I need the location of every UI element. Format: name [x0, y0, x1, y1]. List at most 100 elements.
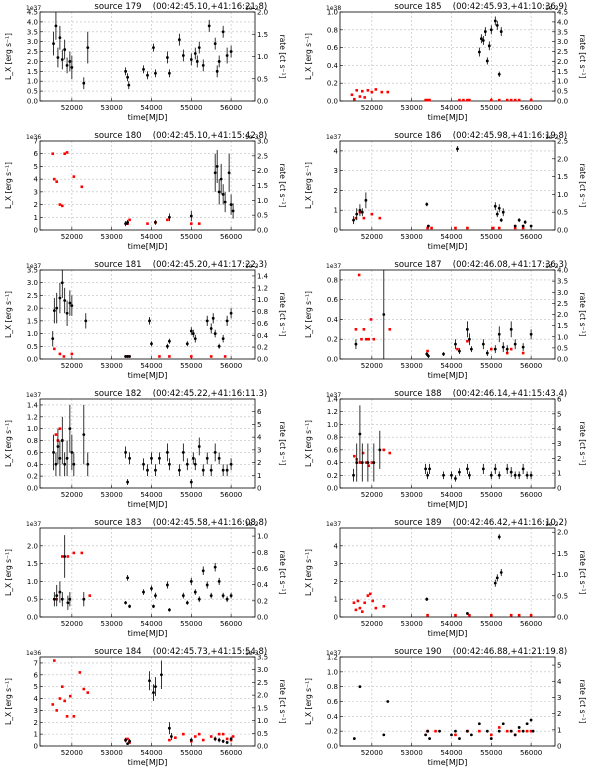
panel-coordinates: (00:42:46.88,+41:21:19.8)	[453, 647, 567, 657]
right-tick-label: 0.6	[257, 565, 269, 573]
detection-point	[372, 461, 376, 464]
detection-point	[126, 576, 129, 580]
upper-limit-point	[454, 733, 457, 737]
y-tick-label: 3	[34, 188, 38, 196]
y-tick-label: 1.0	[27, 330, 38, 338]
right-tick-label: 2.0	[257, 167, 268, 175]
y-tick-label: 2	[334, 578, 338, 586]
upper-limit-point	[182, 732, 185, 736]
detection-point	[152, 691, 155, 694]
detection-point	[426, 473, 429, 477]
x-tick-label: 54000	[440, 620, 462, 628]
detection-point	[493, 204, 497, 208]
right-tick-label: 0.0	[557, 356, 568, 364]
upper-limit-point	[529, 613, 533, 617]
detection-point	[489, 28, 493, 32]
upper-limit-point	[489, 347, 493, 351]
right-tick-label: 4	[557, 678, 562, 686]
upper-limit-point	[364, 337, 368, 341]
detection-point	[213, 565, 217, 569]
detection-point	[166, 451, 169, 454]
x-tick-label: 53000	[401, 233, 423, 241]
right-tick-label: 0.4	[257, 332, 269, 340]
detection-point	[495, 576, 499, 580]
upper-limit-point	[128, 218, 131, 222]
x-tick-label: 52000	[361, 749, 383, 757]
y-tick-label: 0.4	[327, 62, 339, 70]
detection-point	[213, 332, 217, 335]
y-tick-label: 1	[334, 596, 338, 604]
right-tick-label: 4.0	[557, 18, 568, 26]
detection-point	[169, 735, 173, 738]
right-tick-label: 4	[257, 434, 262, 442]
panel-coordinates: (00:42:46.08,+41:17:36.3)	[453, 260, 567, 270]
y-tick-label: 0.2	[327, 472, 338, 480]
detection-point	[54, 24, 58, 28]
detection-point	[489, 737, 493, 740]
panel-coordinates: (00:42:45.58,+41:16:08.8)	[153, 518, 267, 528]
right-axis-label: rate [ct s⁻¹]	[278, 293, 287, 337]
left-axis-exponent: 1e37	[326, 134, 341, 141]
detection-point	[193, 462, 197, 466]
light-curve-panel: source 186 (00:42:45.98,+41:16:19.8) 1e37 1…	[304, 131, 587, 251]
upper-limit-point	[366, 594, 370, 597]
detection-point	[386, 700, 390, 703]
upper-limit-point	[58, 427, 62, 430]
light-curve-panel: source 179 (00:42:45.10,+41:16:21.8) 1e37 1…	[4, 2, 287, 122]
detection-point	[126, 480, 129, 484]
x-tick-label: 55000	[480, 233, 502, 241]
detection-point	[355, 461, 359, 464]
upper-limit-point	[78, 671, 82, 674]
right-tick-label: 0.0	[257, 356, 268, 364]
detection-point	[152, 604, 155, 608]
upper-limit-point	[60, 204, 64, 208]
detection-point	[495, 212, 499, 216]
upper-limit-point	[60, 685, 64, 688]
detection-point	[225, 597, 229, 601]
x-tick-label: 55000	[480, 104, 502, 112]
detection-point	[193, 590, 197, 594]
right-axis-label: rate [ct s⁻¹]	[278, 164, 287, 208]
upper-limit-point	[370, 212, 374, 216]
x-tick-label: 56000	[520, 749, 542, 757]
detection-point	[221, 30, 225, 34]
detection-point	[517, 218, 521, 222]
detection-point	[501, 345, 505, 349]
right-tick-label: 0	[557, 743, 561, 751]
detection-point	[497, 206, 501, 210]
upper-limit-point	[51, 152, 55, 156]
upper-limit-point	[357, 273, 361, 277]
detection-point	[509, 729, 513, 733]
detection-point	[185, 462, 189, 466]
y-tick-label: 3	[34, 707, 38, 715]
detection-point	[124, 451, 128, 454]
right-tick-label: 1.0	[557, 78, 568, 86]
upper-limit-point	[360, 337, 363, 341]
upper-limit-point	[430, 226, 433, 230]
detection-point	[521, 467, 525, 471]
x-axis-label: time[MJD]	[428, 242, 468, 251]
detection-point	[450, 473, 453, 477]
panel-title: source 190	[394, 647, 441, 657]
x-tick-label: 53000	[101, 749, 123, 757]
right-tick-label: 5	[257, 421, 261, 429]
panel-title: source 187	[394, 260, 441, 270]
right-tick-label: 0.0	[257, 98, 268, 106]
detection-point	[499, 571, 503, 574]
detection-point	[126, 75, 129, 79]
right-tick-label: 2.0	[557, 155, 568, 163]
upper-limit-point	[126, 737, 129, 741]
y-tick-label: 7	[34, 659, 38, 667]
detection-point	[352, 218, 355, 222]
detection-point	[142, 590, 145, 594]
right-tick-label: 1.5	[557, 173, 568, 181]
x-tick-label: 54000	[140, 233, 162, 241]
upper-limit-point	[360, 89, 364, 93]
detection-point	[126, 742, 129, 746]
upper-limit-point	[70, 352, 74, 356]
plot-frame	[39, 656, 256, 747]
upper-limit-point	[53, 177, 56, 181]
y-tick-label: 1	[334, 207, 338, 215]
upper-limit-point	[158, 355, 161, 358]
upper-limit-point	[362, 328, 366, 331]
